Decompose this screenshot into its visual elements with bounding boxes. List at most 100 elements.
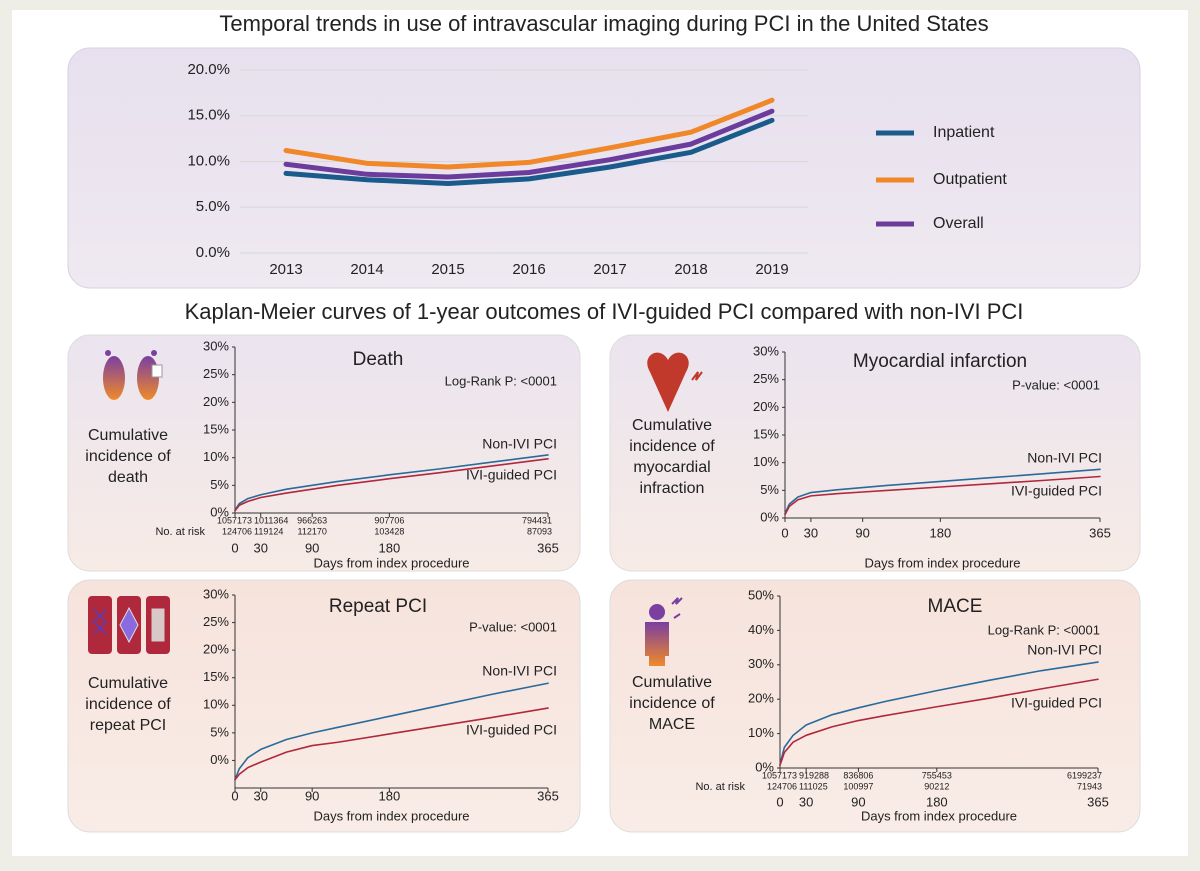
series-line xyxy=(234,454,549,512)
series-line xyxy=(784,475,1101,516)
x-tick-label: 30 xyxy=(253,540,267,555)
side-label: death xyxy=(108,469,148,486)
at-risk-number: 111025 xyxy=(799,781,828,791)
at-risk-number: 112170 xyxy=(297,526,326,536)
x-tick-label: 90 xyxy=(855,525,869,540)
x-tick-label: 365 xyxy=(537,540,559,555)
at-risk-number: 919288 xyxy=(799,770,829,780)
x-tick-label: 365 xyxy=(537,788,559,803)
person-icon xyxy=(645,597,683,666)
x-tick-label: 2018 xyxy=(674,261,707,278)
panel xyxy=(67,334,581,572)
series-label: Non-IVI PCI xyxy=(482,663,557,679)
side-label: incidence of xyxy=(85,696,171,713)
chart-title: Temporal trends in use of intravascular … xyxy=(219,11,988,36)
x-tick-label: 365 xyxy=(1087,794,1109,809)
y-tick-label: 15% xyxy=(753,426,779,441)
series-label: IVI-guided PCI xyxy=(466,722,557,738)
y-tick-label: 40% xyxy=(748,622,774,637)
y-tick-label: 25% xyxy=(203,366,229,381)
panel xyxy=(609,334,1141,572)
series-line xyxy=(283,117,775,186)
y-tick-label: 15% xyxy=(203,669,229,684)
y-tick-label: 10.0% xyxy=(187,152,230,169)
series-line xyxy=(234,682,549,781)
y-tick-label: 30% xyxy=(203,586,229,601)
series-label: IVI-guided PCI xyxy=(1011,483,1102,499)
section-title: Kaplan-Meier curves of 1-year outcomes o… xyxy=(185,299,1024,324)
legend-label: Overall xyxy=(933,215,984,232)
panel xyxy=(67,579,581,833)
at-risk-number: 119124 xyxy=(254,526,283,536)
at-risk-label: No. at risk xyxy=(155,526,205,538)
y-tick-label: 0% xyxy=(760,509,779,524)
y-tick-label: 25% xyxy=(753,371,779,386)
series-line xyxy=(779,678,1099,767)
y-tick-label: 30% xyxy=(203,338,229,353)
y-tick-label: 10% xyxy=(203,697,229,712)
feet-icon xyxy=(103,350,163,400)
x-tick-label: 180 xyxy=(929,525,951,540)
panel-title: Myocardial infarction xyxy=(853,351,1027,372)
y-tick-label: 20% xyxy=(748,691,774,706)
at-risk-number: 907706 xyxy=(374,515,404,525)
series-label: Non-IVI PCI xyxy=(1027,450,1102,466)
legend-label: Inpatient xyxy=(933,124,995,141)
series-line xyxy=(283,108,775,180)
y-tick-label: 5% xyxy=(210,477,229,492)
y-tick-label: 0% xyxy=(755,759,774,774)
series-label: IVI-guided PCI xyxy=(466,467,557,483)
at-risk-number: 71943 xyxy=(1077,781,1102,791)
y-tick-label: 0% xyxy=(210,752,229,767)
panel xyxy=(609,579,1141,833)
y-tick-label: 15.0% xyxy=(187,107,230,124)
x-tick-label: 2016 xyxy=(512,261,545,278)
y-tick-label: 5.0% xyxy=(196,198,230,215)
at-risk-number: 755453 xyxy=(922,770,952,780)
at-risk-label: No. at risk xyxy=(695,781,745,793)
stent-icon xyxy=(88,596,170,654)
annotation: P-value: <0001 xyxy=(1012,377,1100,392)
x-tick-label: 180 xyxy=(379,788,401,803)
y-tick-label: 10% xyxy=(753,454,779,469)
side-label: Cumulative xyxy=(88,427,168,444)
y-tick-label: 30% xyxy=(753,343,779,358)
at-risk-number: 966263 xyxy=(297,515,327,525)
x-tick-label: 2014 xyxy=(350,261,383,278)
annotation: Log-Rank P: <0001 xyxy=(445,373,557,388)
side-label: incidence of xyxy=(629,695,715,712)
at-risk-number: 124706 xyxy=(222,526,252,536)
x-tick-label: 2013 xyxy=(269,261,302,278)
side-label: Cumulative xyxy=(632,674,712,691)
series-line xyxy=(283,97,775,170)
at-risk-number: 1057173 xyxy=(762,770,797,780)
heart-icon xyxy=(647,352,703,412)
x-tick-label: 90 xyxy=(305,540,319,555)
y-tick-label: 20% xyxy=(753,399,779,414)
series-line xyxy=(234,707,549,781)
at-risk-number: 103428 xyxy=(374,526,404,536)
series-label: Non-IVI PCI xyxy=(1027,642,1102,658)
panel-title: Death xyxy=(353,349,404,370)
at-risk-number: 1057173 xyxy=(217,515,252,525)
x-tick-label: 2019 xyxy=(755,261,788,278)
y-tick-label: 20% xyxy=(203,394,229,409)
x-tick-label: 0 xyxy=(231,540,238,555)
x-tick-label: 0 xyxy=(781,525,788,540)
x-tick-label: 0 xyxy=(776,794,783,809)
panel-title: Repeat PCI xyxy=(329,596,427,617)
series-label: Non-IVI PCI xyxy=(482,436,557,452)
side-label: repeat PCI xyxy=(90,717,166,734)
at-risk-number: 6199237 xyxy=(1067,770,1102,780)
y-tick-label: 5% xyxy=(760,482,779,497)
y-tick-label: 15% xyxy=(203,421,229,436)
x-tick-label: 365 xyxy=(1089,525,1111,540)
series-line xyxy=(784,468,1101,515)
y-tick-label: 20.0% xyxy=(187,61,230,78)
x-tick-label: 90 xyxy=(851,794,865,809)
y-tick-label: 10% xyxy=(748,725,774,740)
y-tick-label: 20% xyxy=(203,642,229,657)
side-label: myocardial xyxy=(633,459,710,476)
x-axis-label: Days from index procedure xyxy=(864,555,1020,570)
